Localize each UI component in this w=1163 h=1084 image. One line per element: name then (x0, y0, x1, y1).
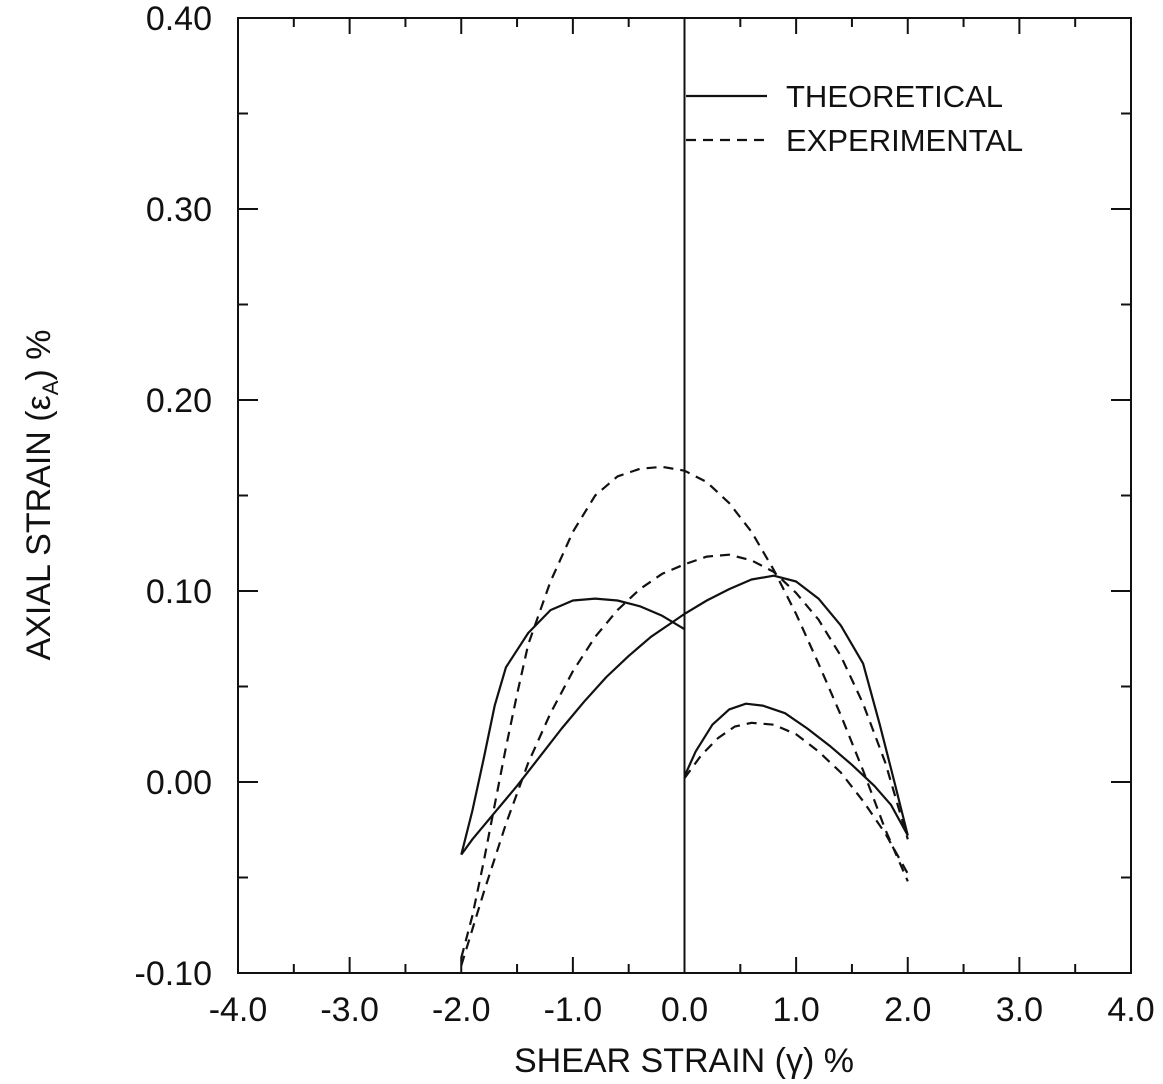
x-tick-label: -2.0 (432, 991, 491, 1029)
x-tick-label: 1.0 (772, 991, 819, 1029)
x-tick-label: 2.0 (884, 991, 931, 1029)
series-line-theoretical (460, 574, 909, 856)
series-line-experimental (460, 465, 909, 958)
axis-ticks (237, 17, 1132, 974)
series-line-experimental (683, 721, 909, 875)
series-line-theoretical (460, 597, 686, 855)
x-tick-label: -4.0 (209, 991, 268, 1029)
y-tick-label: 0.30 (146, 191, 212, 229)
x-tick-labels: -4.0 -3.0 -2.0 -1.0 0.0 1.0 2.0 3.0 4.0 (209, 991, 1155, 1029)
x-tick-label: 4.0 (1107, 991, 1154, 1029)
legend-label-experimental: EXPERIMENTAL (786, 123, 1023, 158)
series-line-theoretical (683, 702, 909, 837)
y-axis-title: AXIAL STRAIN (εA) % (20, 330, 63, 661)
series-layer (460, 465, 909, 966)
series-experimental (460, 465, 909, 966)
x-axis-title: SHEAR STRAIN (γ) % (514, 1042, 854, 1080)
x-tick-label: -3.0 (320, 991, 379, 1029)
x-tick-label: -1.0 (544, 991, 603, 1029)
legend: THEORETICAL EXPERIMENTAL (686, 79, 1023, 158)
y-tick-label: 0.20 (146, 382, 212, 420)
y-axis-title-end: ) % (20, 330, 58, 381)
y-tick-label: -0.10 (135, 955, 213, 993)
x-tick-label: 3.0 (996, 991, 1043, 1029)
y-axis-title-main: AXIAL STRAIN (ε (20, 395, 58, 660)
series-theoretical (460, 574, 909, 856)
y-tick-label: 0.10 (146, 573, 212, 611)
y-tick-label: 0.00 (146, 764, 212, 802)
x-tick-label: 0.0 (661, 991, 708, 1029)
y-tick-label: 0.40 (146, 0, 212, 38)
y-axis-title-subscript: A (38, 380, 63, 395)
series-line-experimental (460, 553, 909, 966)
legend-label-theoretical: THEORETICAL (786, 79, 1003, 114)
y-tick-labels: -0.10 0.00 0.10 0.20 0.30 0.40 (135, 0, 213, 993)
